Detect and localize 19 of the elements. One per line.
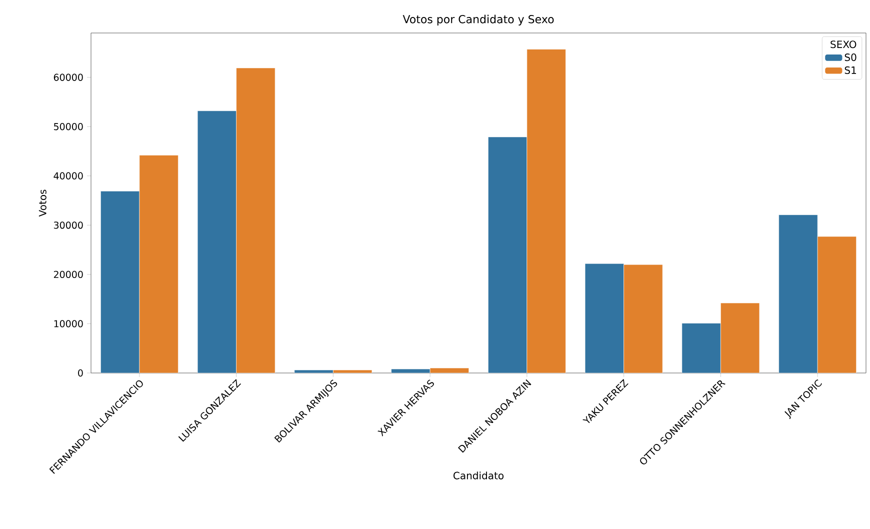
bar bbox=[139, 155, 178, 373]
legend-label: S1 bbox=[844, 66, 856, 74]
y-tick-label: 50000 bbox=[54, 123, 83, 130]
bar bbox=[526, 49, 566, 373]
legend-title: SEXO bbox=[830, 40, 856, 48]
bar bbox=[236, 68, 276, 373]
chart-title: Votos por Candidato y Sexo bbox=[402, 14, 554, 26]
y-tick-label: 0 bbox=[78, 369, 83, 377]
y-axis-title: Votos bbox=[38, 190, 46, 217]
y-tick-label: 40000 bbox=[54, 172, 83, 180]
legend-label: S0 bbox=[844, 54, 856, 62]
y-tick-label: 30000 bbox=[54, 222, 83, 229]
x-axis-title: Candidato bbox=[454, 472, 504, 480]
bar bbox=[720, 302, 760, 373]
y-tick-label: 60000 bbox=[54, 74, 83, 81]
y-tick-label: 20000 bbox=[54, 270, 83, 278]
bar bbox=[817, 236, 856, 373]
y-tick-label: 10000 bbox=[54, 320, 83, 328]
bar bbox=[624, 264, 663, 373]
